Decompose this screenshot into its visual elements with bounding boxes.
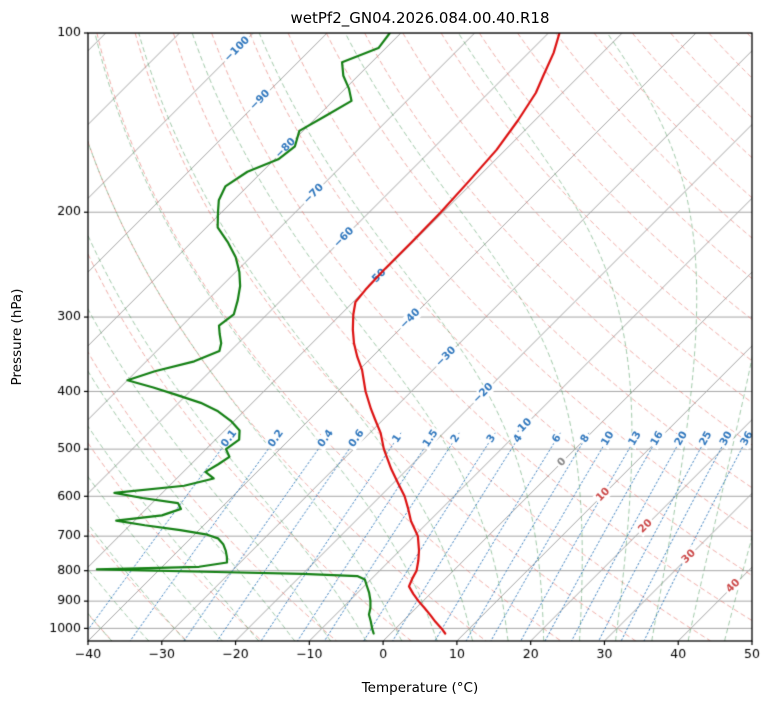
y-axis-label: Pressure (hPa) (9, 288, 25, 386)
chart-title: wetPf2_GN04.2026.084.00.40.R18 (290, 9, 550, 27)
x-axis-label: Temperature (°C) (361, 680, 479, 696)
